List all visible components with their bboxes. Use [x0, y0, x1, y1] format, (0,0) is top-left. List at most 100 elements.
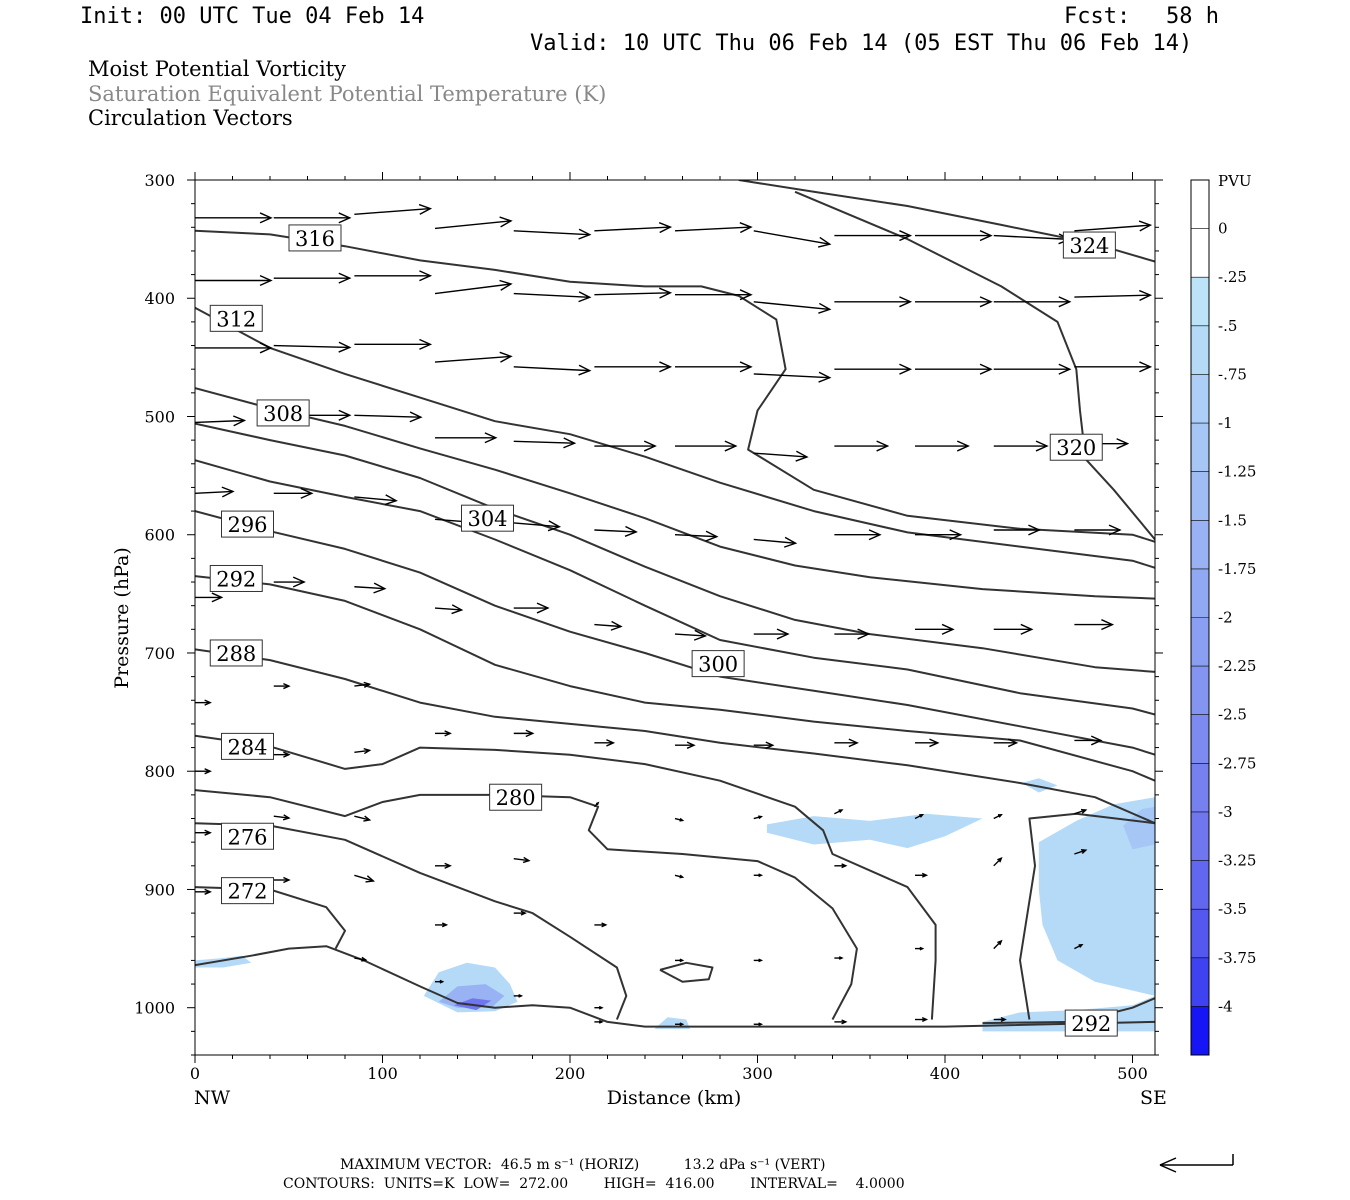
- vector-arrow-113: [513, 993, 524, 998]
- y-tick-1000: 1000: [134, 999, 1163, 1018]
- svg-text:292: 292: [1071, 1012, 1111, 1036]
- colorbar-tick-3: -.75: [1191, 365, 1247, 383]
- colorbar-swatch-1: [1191, 228, 1209, 278]
- svg-text:324: 324: [1069, 234, 1109, 258]
- vector-arrow-41: [594, 440, 657, 452]
- y-axis-title: Pressure (hPa): [111, 547, 133, 689]
- svg-text:200: 200: [555, 1064, 586, 1083]
- svg-text:288: 288: [216, 642, 256, 666]
- forecast-hours: 58 h: [1166, 4, 1219, 29]
- colorbar-swatch-12: [1191, 763, 1209, 812]
- colorbar-tick-16: -4: [1191, 997, 1233, 1015]
- theta-contour-320: [794, 190, 1155, 541]
- vector-arrow-107: [834, 863, 848, 869]
- svg-text:292: 292: [216, 567, 256, 591]
- theta-contour-unlabeled-16: [659, 961, 714, 983]
- vector-arrow-89: [354, 815, 372, 822]
- contour-label-272: 272: [221, 877, 274, 905]
- x-tick-100: 100: [367, 172, 398, 1083]
- vector-arrow-26: [354, 338, 433, 350]
- reference-vector: [1159, 1154, 1234, 1173]
- vector-arrow-112: [435, 979, 445, 984]
- vector-arrow-46: [993, 440, 1049, 452]
- vector-arrow-7: [753, 230, 832, 248]
- vector-arrow-3: [434, 216, 513, 230]
- vector-arrow-78: [675, 741, 696, 749]
- init-time: Init: 00 UTC Tue 04 Feb 14: [80, 4, 425, 29]
- svg-text:500: 500: [144, 407, 175, 426]
- svg-text:0: 0: [190, 1064, 200, 1083]
- vector-arrow-87: [195, 829, 212, 836]
- contours-note: CONTOURS: UNITS=K LOW= 272.00 HIGH= 416.…: [283, 1176, 905, 1192]
- vector-arrow-83: [1074, 735, 1103, 746]
- vector-arrow-80: [834, 738, 859, 748]
- x-tick-0: 0: [190, 172, 200, 1083]
- x-tick-400: 400: [930, 172, 961, 1083]
- vector-arrow-76: [513, 729, 535, 738]
- y-tick-400: 400: [144, 289, 1163, 308]
- colorbar-swatch-4: [1191, 374, 1209, 424]
- vector-arrow-43: [753, 450, 809, 462]
- svg-text:276: 276: [227, 825, 267, 849]
- vector-arrow-40: [513, 437, 577, 449]
- theta-contour-284: [195, 734, 937, 1020]
- vector-arrow-115: [675, 958, 685, 963]
- vector-arrow-72: [195, 699, 212, 706]
- vector-arrow-34: [993, 363, 1072, 375]
- vector-arrow-45: [915, 440, 970, 452]
- axes: 300 400 500 600 700 800 900 1000 0 100 200 300 400 50…: [134, 171, 1163, 1083]
- vector-arrow-91: [513, 856, 531, 864]
- svg-text:400: 400: [144, 289, 175, 308]
- contour-label-288: 288: [209, 639, 263, 667]
- theta-contour-276: [195, 822, 628, 1020]
- svg-text:-2.25: -2.25: [1218, 657, 1256, 675]
- svg-text:280: 280: [496, 786, 536, 810]
- colorbar-swatch-7: [1191, 520, 1209, 569]
- contour-label-292: 292: [1064, 1009, 1118, 1037]
- vector-arrow-93: [674, 817, 685, 822]
- y-tick-500: 500: [144, 407, 1163, 426]
- vector-arrow-63: [434, 604, 464, 615]
- colorbar-swatch-2: [1191, 277, 1209, 326]
- x-axis-title: Distance (km): [607, 1087, 742, 1109]
- vector-arrow-126: [993, 1017, 1007, 1023]
- theta-es-contours: [195, 180, 1155, 1028]
- colorbar-tick-4: -1: [1191, 414, 1233, 432]
- vector-arrow-65: [594, 620, 623, 631]
- vector-arrow-24: [195, 342, 273, 354]
- pv-fill-region-9: [1123, 806, 1155, 850]
- colorbar-swatch-5: [1191, 423, 1209, 472]
- colorbar-swatch-13: [1191, 811, 1209, 861]
- vector-arrow-86: [354, 747, 372, 755]
- vector-arrow-117: [834, 956, 844, 960]
- vector-arrow-103: [513, 910, 527, 916]
- vector-arrow-123: [753, 1022, 764, 1027]
- contour-label-316: 316: [288, 224, 342, 252]
- colorbar-swatch-9: [1191, 617, 1209, 667]
- contour-labels: 316 324 320 312 308 304 300 296 292 288 284 280 276 2…: [209, 224, 1118, 1037]
- vector-arrow-56: [834, 529, 882, 541]
- pv-fill-region-5: [766, 813, 983, 849]
- contour-label-276: 276: [221, 822, 274, 850]
- vector-arrow-1: [273, 212, 352, 224]
- contour-label-292: 292: [209, 564, 263, 592]
- pv-colorbar: PVU 0 -.25 -.5 -.75 -1 -1.25 -1.5 -1.75 -2 -2.25 -2…: [1190, 172, 1256, 1056]
- vector-arrow-121: [594, 1020, 604, 1024]
- colorbar-tick-14: -3.5: [1191, 900, 1247, 918]
- svg-text:-3.75: -3.75: [1218, 949, 1256, 967]
- svg-text:272: 272: [227, 880, 267, 904]
- svg-text:400: 400: [930, 1064, 961, 1083]
- vector-arrow-124: [834, 1019, 848, 1025]
- svg-text:0: 0: [1218, 220, 1228, 238]
- vector-arrow-106: [753, 873, 764, 878]
- colorbar-swatch-11: [1191, 714, 1209, 764]
- vector-arrow-53: [594, 525, 638, 537]
- vector-arrow-70: [993, 623, 1034, 635]
- vector-arrow-39: [435, 432, 498, 444]
- svg-text:300: 300: [742, 1064, 773, 1083]
- colorbar-tick-8: -2: [1191, 609, 1233, 627]
- vector-arrow-35: [1074, 361, 1153, 373]
- vector-arrow-29: [594, 361, 673, 373]
- svg-text:308: 308: [263, 402, 303, 426]
- vector-arrow-44: [834, 440, 890, 452]
